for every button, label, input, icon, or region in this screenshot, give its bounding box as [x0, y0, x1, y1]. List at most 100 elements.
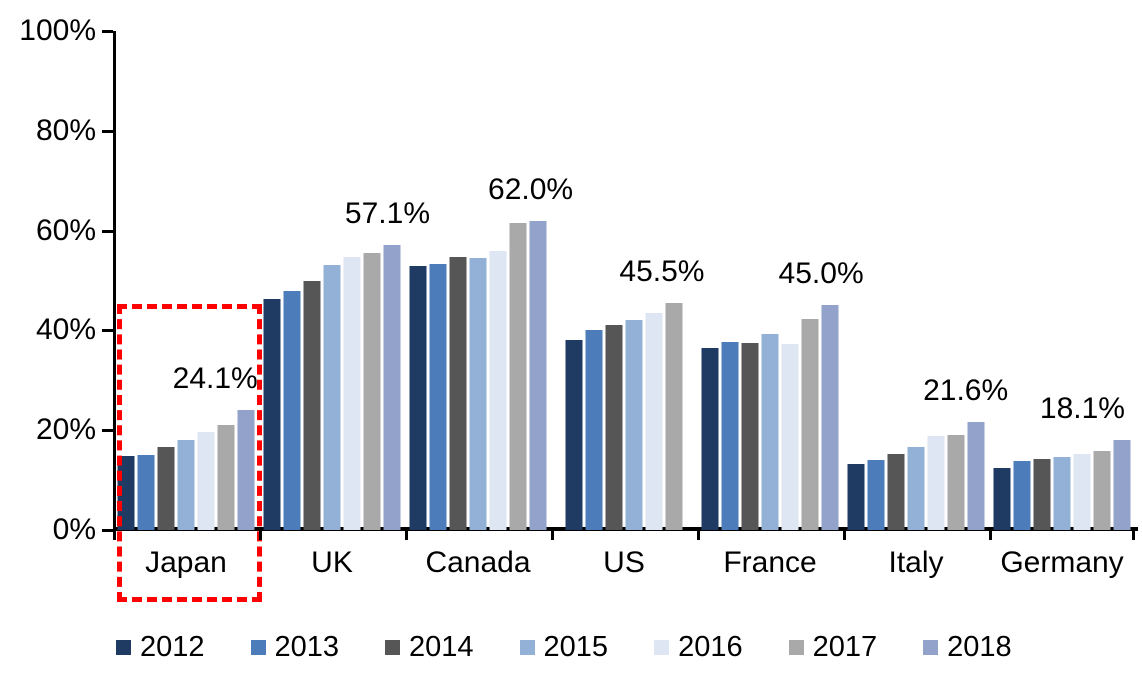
legend-item-2015: 2015 — [519, 631, 609, 663]
legend-label-2015: 2015 — [543, 631, 609, 663]
bar-france-2018 — [821, 305, 839, 530]
legend-swatch-2014 — [385, 640, 401, 655]
bar-uk-2016 — [343, 257, 361, 530]
bar-japan-2013 — [137, 455, 155, 530]
bar-france-2013 — [721, 342, 739, 530]
legend-swatch-2013 — [250, 640, 266, 655]
bar-us-2017 — [665, 302, 683, 530]
x-tick — [697, 531, 700, 540]
bar-uk-2018 — [383, 245, 401, 530]
y-tick-label: 60% — [35, 213, 96, 247]
x-tick — [113, 531, 116, 540]
japan-highlight-box — [117, 304, 262, 602]
legend: 2012 2013 2014 2015 2016 2017 2018 — [116, 633, 1012, 662]
legend-swatch-2015 — [519, 640, 535, 655]
bar-japan-2014 — [157, 447, 175, 530]
y-tick — [102, 429, 113, 433]
bar-italy-2013 — [867, 460, 885, 530]
data-label-japan: 24.1% — [172, 361, 258, 395]
legend-item-2012: 2012 — [116, 633, 205, 662]
bar-italy-2016 — [927, 436, 945, 530]
bar-france-2012 — [701, 347, 719, 530]
bar-germany-2017 — [1093, 450, 1111, 530]
category-label-us: US — [603, 546, 645, 579]
legend-swatch-2017 — [788, 640, 804, 655]
legend-item-2017: 2017 — [788, 631, 878, 663]
legend-label-2014: 2014 — [409, 631, 474, 663]
bar-group-germany: 18.1% — [989, 31, 1135, 530]
bar-uk-2014 — [303, 281, 321, 530]
bar-france-2014 — [741, 342, 759, 530]
bar-group-canada: 62.0% — [405, 31, 573, 530]
bar-italy-2015 — [907, 446, 925, 530]
data-label-canada: 62.0% — [488, 172, 574, 206]
bar-canada-2013 — [429, 264, 447, 530]
bar-us-2013 — [585, 330, 603, 530]
data-label-france: 45.0% — [778, 257, 864, 291]
legend-label-2013: 2013 — [274, 631, 340, 663]
bar-uk-2017 — [363, 252, 381, 530]
category-label-italy: Italy — [888, 546, 944, 579]
legend-item-2018: 2018 — [923, 633, 1012, 662]
legend-label-2018: 2018 — [947, 631, 1012, 663]
y-tick — [102, 229, 113, 233]
legend-item-2016: 2016 — [654, 633, 743, 662]
legend-swatch-2012 — [116, 640, 131, 655]
bar-us-2015 — [625, 320, 643, 530]
category-label-uk: UK — [311, 546, 353, 579]
bar-us-2016 — [645, 312, 663, 530]
bar-us-2012 — [565, 340, 583, 530]
bar-germany-2014 — [1033, 459, 1051, 530]
bar-italy-2014 — [887, 454, 905, 530]
bar-group-italy: 21.6% — [843, 31, 1008, 530]
x-tick — [551, 531, 554, 540]
bar-canada-2012 — [409, 265, 427, 530]
bar-canada-2014 — [449, 256, 467, 530]
bar-canada-2017 — [509, 223, 527, 530]
bar-uk-2015 — [323, 265, 341, 530]
bar-canada-2015 — [469, 258, 487, 530]
bar-germany-2016 — [1073, 453, 1091, 530]
y-tick — [102, 30, 113, 33]
bar-japan-2016 — [197, 432, 215, 530]
legend-item-2013: 2013 — [250, 631, 340, 663]
x-tick — [1132, 531, 1135, 540]
bar-japan-2015 — [177, 440, 195, 530]
bar-france-2017 — [801, 319, 819, 530]
x-tick — [405, 531, 408, 540]
x-tick — [989, 531, 992, 540]
bar-us-2014 — [605, 325, 623, 530]
category-label-japan: Japan — [145, 546, 227, 579]
bar-canada-2018 — [529, 220, 547, 530]
bar-uk-2013 — [283, 291, 301, 530]
y-tick — [102, 329, 113, 333]
bar-group-us: 45.5% — [551, 31, 704, 530]
bar-japan-2018 — [237, 409, 255, 530]
bar-germany-2012 — [993, 467, 1011, 530]
plot-area: 24.1% 57.1% 62.0% 45.5% 45.0% 21.6% 18.1% — [113, 31, 1135, 530]
bar-france-2015 — [761, 333, 779, 530]
bar-france-2016 — [781, 343, 799, 530]
bar-canada-2016 — [489, 250, 507, 530]
bar-group-france: 45.0% — [697, 31, 864, 530]
y-tick — [102, 529, 113, 532]
y-tick — [102, 129, 113, 133]
x-tick — [843, 531, 846, 540]
data-label-uk: 57.1% — [344, 197, 431, 231]
bar-group-uk: 57.1% — [259, 31, 430, 530]
bar-group-japan: 24.1% — [113, 31, 259, 530]
y-tick-label: 0% — [52, 513, 96, 546]
legend-item-2014: 2014 — [385, 633, 474, 662]
bar-germany-2018 — [1113, 439, 1131, 530]
bar-uk-2012 — [263, 298, 281, 530]
y-axis-line — [113, 31, 116, 531]
y-tick-label: 20% — [35, 413, 96, 447]
legend-swatch-2016 — [654, 640, 670, 655]
bar-germany-2015 — [1053, 457, 1071, 530]
legend-label-2016: 2016 — [678, 631, 743, 663]
legend-label-2017: 2017 — [812, 631, 878, 663]
category-label-germany: Germany — [1000, 546, 1124, 579]
y-tick-label: 40% — [35, 313, 96, 347]
bar-italy-2018 — [967, 422, 985, 530]
